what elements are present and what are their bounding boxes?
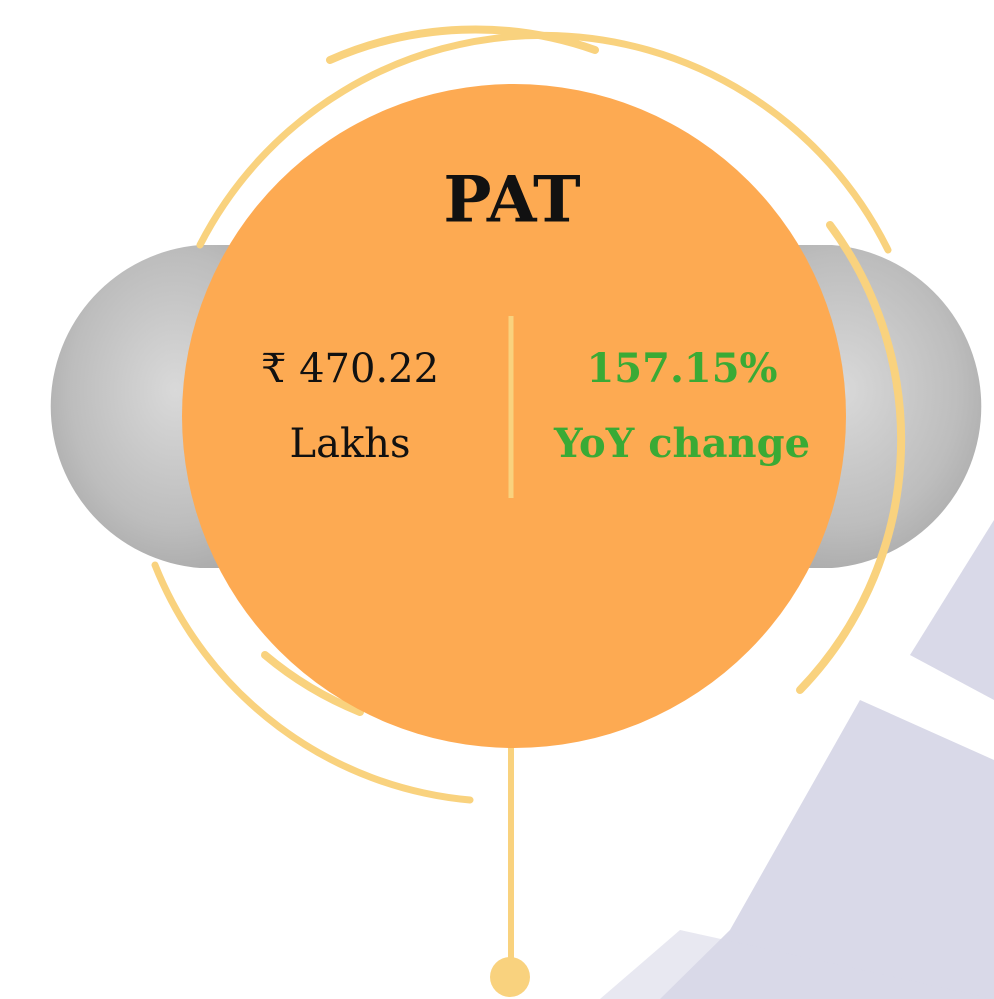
stripe — [910, 520, 994, 700]
right-value: 157.15% — [586, 345, 777, 392]
connector-dot — [490, 957, 530, 997]
left-unit: Lakhs — [290, 421, 411, 467]
right-label: YoY change — [553, 420, 810, 467]
title: PAT — [443, 163, 580, 238]
infographic: PAT ₹ 470.22 Lakhs 157.15% YoY change — [0, 0, 994, 999]
left-value: ₹ 470.22 — [261, 346, 439, 392]
